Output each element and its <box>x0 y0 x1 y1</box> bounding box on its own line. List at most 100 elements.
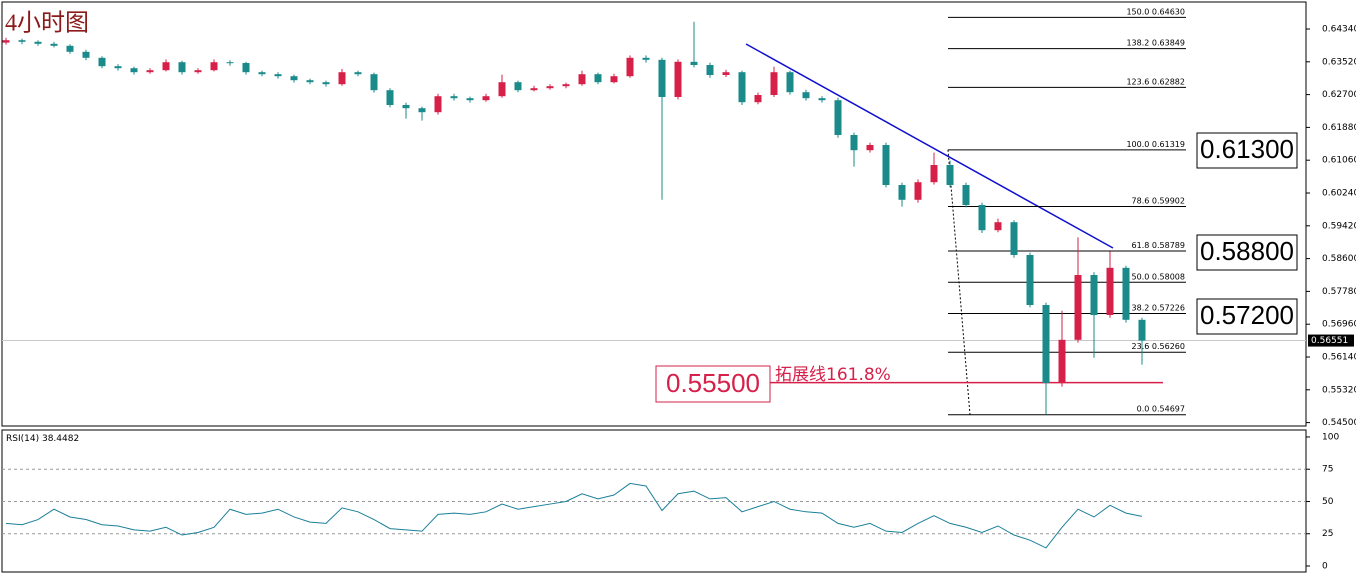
candle-body <box>354 72 362 75</box>
candle-body <box>66 45 74 52</box>
candle-body <box>626 57 634 77</box>
fib-label: 78.6 0.59902 <box>1132 196 1185 205</box>
fib-price: 0.61319 <box>1152 139 1185 148</box>
candle-body <box>1106 267 1114 315</box>
fib-level: 78.6 <box>1132 196 1150 205</box>
fib-level: 50.0 <box>1132 272 1150 281</box>
y-tick-label: 0.56960 <box>1322 320 1356 330</box>
candle-body <box>50 43 58 46</box>
y-tick-label: 0.61060 <box>1322 156 1356 166</box>
candle-body <box>834 100 842 135</box>
y-tick-label: 0.63520 <box>1322 57 1356 67</box>
main-panel <box>1 1 1307 427</box>
candle-body <box>882 145 890 185</box>
candle-body <box>578 74 586 85</box>
candle-body <box>1058 339 1066 383</box>
trend-line <box>745 43 1114 249</box>
candle-body <box>754 95 762 103</box>
candle-body <box>210 62 218 71</box>
fib-label: 50.0 0.58008 <box>1132 272 1185 281</box>
candle-body <box>786 72 794 93</box>
candle-body <box>530 88 538 91</box>
rsi-panel <box>1 429 1307 573</box>
y-tick-label: 0.61880 <box>1322 123 1356 133</box>
candle-body <box>802 92 810 99</box>
candle-body <box>370 74 378 91</box>
current-price-label: 0.56551 <box>1311 336 1348 346</box>
candle-body <box>610 76 618 83</box>
candle-body <box>482 96 490 101</box>
candle-body <box>562 84 570 87</box>
candle-body <box>34 41 42 44</box>
candle-body <box>994 222 1002 231</box>
candle-body <box>690 61 698 65</box>
fib-price: 0.56260 <box>1152 342 1185 351</box>
candle-body <box>674 61 682 97</box>
candle-body <box>386 90 394 105</box>
fib-price: 0.63849 <box>1152 38 1185 47</box>
candle-body <box>946 165 954 185</box>
fib-price: 0.59902 <box>1152 196 1185 205</box>
candle-body <box>546 86 554 89</box>
fib-label: 150.0 0.64630 <box>1126 7 1185 16</box>
candle-body <box>962 185 970 205</box>
candle-body <box>1010 222 1018 255</box>
candle-body <box>1122 267 1130 320</box>
annotation-box <box>1196 298 1298 335</box>
chart-title: 4小时图 <box>5 10 89 37</box>
candle-body <box>738 72 746 103</box>
candle-body <box>194 70 202 73</box>
annotation-box <box>1196 234 1298 271</box>
candle-body <box>258 72 266 75</box>
fib-level: 123.6 <box>1126 77 1149 86</box>
fib-label: 138.2 0.63849 <box>1126 38 1185 47</box>
extension-box <box>655 365 771 403</box>
candle-body <box>818 98 826 101</box>
candle-body <box>114 66 122 69</box>
rsi-last: 38.4482 <box>42 434 79 444</box>
candle-body <box>930 165 938 183</box>
rsi-line <box>5 482 1143 549</box>
candle-body <box>402 105 410 109</box>
y-tick-label: 0.58600 <box>1322 254 1356 264</box>
fib-level: 61.8 <box>1132 241 1150 250</box>
fib-level: 23.6 <box>1132 342 1150 351</box>
y-tick-label: 0.60240 <box>1322 189 1356 199</box>
rsi-tick-label: 0 <box>1322 562 1328 572</box>
candle-body <box>594 74 602 83</box>
y-tick-label: 0.56140 <box>1322 353 1356 363</box>
candle-body <box>242 63 250 73</box>
candle-body <box>418 108 426 113</box>
candle-body <box>162 62 170 71</box>
fib-price: 0.62882 <box>1152 77 1185 86</box>
y-tick-label: 0.64340 <box>1322 25 1356 35</box>
candle-body <box>322 82 330 85</box>
current-price-box <box>1308 334 1354 347</box>
fib-level: 0.0 <box>1137 404 1150 413</box>
candle-body <box>18 40 26 42</box>
rsi-tick-label: 25 <box>1322 529 1333 539</box>
y-tick-label: 0.55320 <box>1322 385 1356 395</box>
candle-body <box>82 51 90 58</box>
annotation: 0.61300 <box>1200 134 1294 164</box>
y-tick-label: 0.54500 <box>1322 418 1356 428</box>
fib-price: 0.54697 <box>1152 404 1185 413</box>
fib-level: 138.2 <box>1126 38 1149 47</box>
fib-price: 0.57226 <box>1152 303 1185 312</box>
candle-body <box>514 82 522 91</box>
rsi-name: RSI(14) <box>6 434 39 444</box>
candle-body <box>898 185 906 200</box>
fib-label: 123.6 0.62882 <box>1126 77 1185 86</box>
fib-price: 0.58008 <box>1152 272 1185 281</box>
annotation-box <box>1196 132 1298 169</box>
fib-label: 100.0 0.61319 <box>1126 139 1185 148</box>
candle-body <box>146 70 154 73</box>
candle-body <box>1090 275 1098 315</box>
y-tick-label: 0.59420 <box>1322 221 1356 231</box>
fib-label: 61.8 0.58789 <box>1132 241 1185 250</box>
candle-body <box>274 74 282 77</box>
candle-body <box>706 65 714 75</box>
fib-label: 38.2 0.57226 <box>1132 303 1185 312</box>
fib-price: 0.64630 <box>1152 7 1185 16</box>
